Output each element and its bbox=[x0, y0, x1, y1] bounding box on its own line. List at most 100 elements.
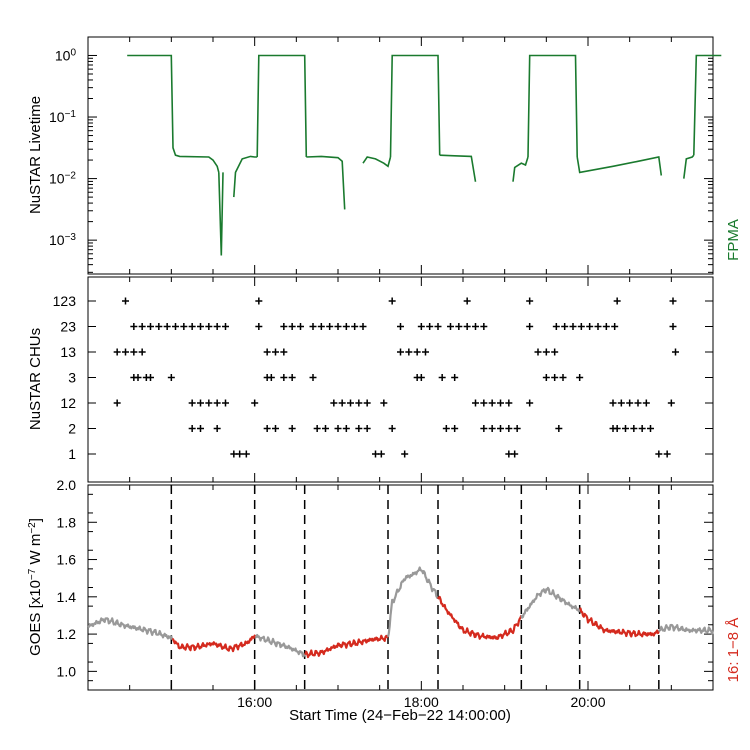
chu-marker bbox=[342, 323, 350, 330]
goes-dashed-lines bbox=[170, 485, 660, 690]
chu-marker bbox=[272, 348, 279, 356]
y-tick-mantissa: 10 bbox=[55, 47, 71, 63]
chu-marker bbox=[122, 297, 129, 305]
chu-marker bbox=[351, 323, 359, 330]
chu-marker bbox=[288, 425, 296, 432]
chu-marker bbox=[401, 450, 409, 458]
chu-marker bbox=[205, 323, 213, 330]
chu-marker bbox=[480, 399, 488, 407]
chu-marker bbox=[609, 399, 617, 407]
chu-marker bbox=[613, 297, 621, 305]
chu-marker bbox=[555, 425, 563, 432]
y-tick-label: 13 bbox=[60, 344, 76, 360]
chu-marker bbox=[251, 399, 259, 407]
y-tick-label: 3 bbox=[68, 370, 76, 386]
chu-marker bbox=[280, 323, 288, 330]
chu-marker bbox=[205, 399, 213, 407]
chu-marker bbox=[438, 374, 446, 381]
goes-axes: 16:00 18:00 20:00 1.0 1.2 1.4 1.6 1.8 2.0 bbox=[57, 477, 714, 710]
chu-marker bbox=[622, 425, 629, 432]
y-tick-label: 10−2 bbox=[49, 170, 76, 187]
livetime-line-segment bbox=[389, 54, 441, 158]
goes-flux-line-gray bbox=[386, 566, 439, 638]
chu-marker bbox=[388, 297, 396, 305]
goes-ylabel-post: ] bbox=[27, 518, 44, 522]
chu-marker bbox=[134, 374, 142, 381]
goes-band-label: 16: 1−8 Å bbox=[725, 618, 742, 683]
chu-marker bbox=[413, 348, 421, 356]
livetime-line-segment bbox=[127, 54, 220, 173]
chu-marker bbox=[672, 348, 679, 356]
chu-marker bbox=[551, 348, 559, 356]
chu-marker bbox=[242, 450, 250, 458]
x-tick-label: 20:00 bbox=[570, 694, 605, 710]
y-tick-label: 123 bbox=[53, 293, 77, 309]
chu-marker bbox=[330, 399, 338, 407]
chu-marker bbox=[526, 399, 534, 407]
chu-marker bbox=[576, 374, 584, 381]
chu-marker bbox=[638, 425, 646, 432]
goes-flux-line-red bbox=[437, 595, 523, 641]
chu-marker bbox=[213, 425, 221, 432]
chu-marker bbox=[334, 425, 342, 432]
chu-marker bbox=[397, 323, 404, 330]
chu-marker bbox=[197, 425, 204, 432]
y-tick-exponent: −3 bbox=[65, 232, 77, 243]
y-tick-label: 2 bbox=[68, 421, 76, 437]
chu-marker bbox=[317, 323, 325, 330]
chu-marker bbox=[642, 399, 650, 407]
chu-marker bbox=[213, 399, 221, 407]
chu-marker bbox=[236, 450, 244, 458]
chu-marker bbox=[197, 323, 204, 330]
y-tick-label: 1.2 bbox=[57, 626, 77, 642]
y-tick-label: 1.0 bbox=[57, 663, 77, 679]
chu-marker bbox=[122, 348, 129, 356]
chu-marker bbox=[451, 374, 459, 381]
chu-marker bbox=[511, 450, 519, 458]
x-tick-label: 18:00 bbox=[404, 694, 439, 710]
livetime-line-segment bbox=[693, 54, 722, 156]
chu-marker bbox=[222, 323, 229, 330]
goes-flux-line-gray bbox=[87, 617, 174, 640]
chu-marker bbox=[188, 323, 196, 330]
chu-marker bbox=[669, 323, 677, 330]
chu-marker bbox=[526, 323, 534, 330]
goes-series bbox=[87, 566, 715, 659]
y-tick-label: 2.0 bbox=[57, 477, 77, 493]
chu-marker bbox=[472, 399, 479, 407]
chu-marker bbox=[163, 323, 171, 330]
livetime-axes: 100 10−1 10−2 10 −3 bbox=[49, 37, 714, 274]
chu-marker bbox=[130, 323, 138, 330]
chu-marker bbox=[113, 348, 121, 356]
y-tick-exponent: −1 bbox=[65, 109, 77, 120]
chu-marker bbox=[147, 374, 154, 381]
y-tick-label: 10−1 bbox=[49, 109, 76, 126]
chu-marker bbox=[313, 425, 321, 432]
chu-marker bbox=[338, 399, 346, 407]
goes-ylabel-exp2: −2 bbox=[27, 522, 38, 534]
chu-marker bbox=[155, 323, 163, 330]
goes-ylabel: GOES [x10−7 W m−2] bbox=[27, 518, 45, 656]
chu-marker bbox=[230, 450, 238, 458]
chu-marker bbox=[505, 399, 513, 407]
livetime-line-segment bbox=[362, 156, 392, 168]
chu-marker bbox=[309, 374, 317, 381]
chu-marker bbox=[172, 323, 179, 330]
chu-marker bbox=[334, 323, 342, 330]
chu-marker bbox=[542, 374, 550, 381]
chu-marker bbox=[559, 374, 567, 381]
fpma-label: FPMA bbox=[725, 219, 742, 261]
chu-marker bbox=[426, 323, 434, 330]
goes-flux-line-gray bbox=[658, 623, 715, 635]
y-tick-label: 1.8 bbox=[57, 514, 77, 530]
y-tick-label: 100 bbox=[55, 47, 77, 64]
livetime-line-segment bbox=[306, 155, 346, 210]
chu-marker bbox=[630, 425, 638, 432]
chu-marker bbox=[488, 399, 496, 407]
chu-marker bbox=[480, 323, 488, 330]
chu-marker bbox=[197, 399, 204, 407]
livetime-plot-frame bbox=[87, 36, 714, 275]
chu-marker bbox=[309, 323, 317, 330]
